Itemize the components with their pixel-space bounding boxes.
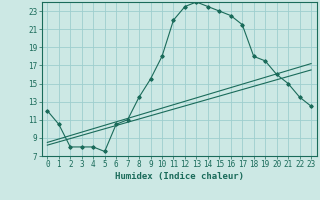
X-axis label: Humidex (Indice chaleur): Humidex (Indice chaleur) (115, 172, 244, 181)
